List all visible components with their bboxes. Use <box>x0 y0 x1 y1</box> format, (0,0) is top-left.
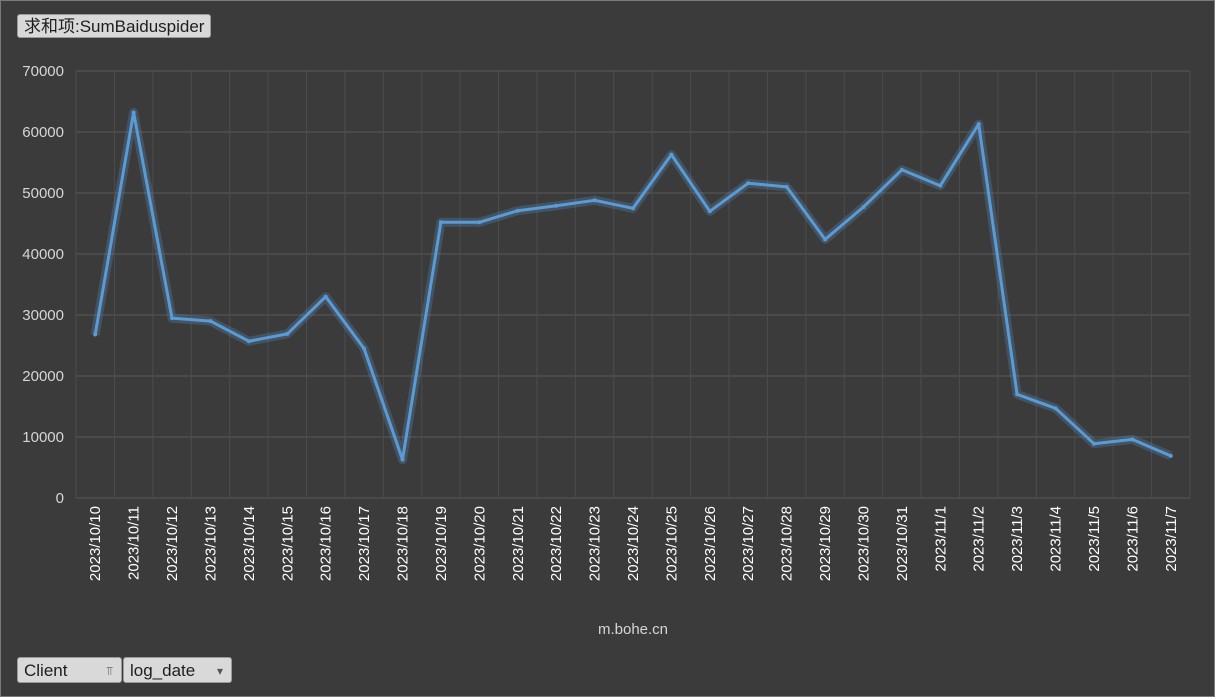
data-point[interactable] <box>208 319 213 324</box>
data-point[interactable] <box>477 220 482 225</box>
x-tick-label: 2023/11/3 <box>1009 506 1026 572</box>
data-point[interactable] <box>707 209 712 214</box>
x-tick-label: 2023/10/12 <box>164 506 181 581</box>
data-point[interactable] <box>170 316 175 321</box>
data-point[interactable] <box>554 203 559 208</box>
y-tick-label: 0 <box>56 490 64 507</box>
data-point[interactable] <box>515 208 520 213</box>
x-tick-label: 2023/11/7 <box>1163 506 1180 572</box>
x-tick-label: 2023/10/14 <box>241 506 258 581</box>
data-point[interactable] <box>362 346 367 351</box>
x-tick-label: 2023/10/30 <box>855 506 872 581</box>
x-tick-label: 2023/10/24 <box>625 506 642 581</box>
data-point[interactable] <box>438 220 443 225</box>
y-tick-label: 10000 <box>22 429 64 446</box>
grid-lines <box>75 70 1191 499</box>
x-axis-ticks: 2023/10/10 2023/10/11 2023/10/12 2023/10/13… <box>87 506 1180 581</box>
data-point[interactable] <box>669 152 674 157</box>
client-filter-label: Client <box>24 661 68 680</box>
x-tick-label: 2023/10/19 <box>433 506 450 581</box>
x-tick-label: 2023/10/29 <box>817 506 834 581</box>
y-tick-label: 30000 <box>22 307 64 324</box>
data-point[interactable] <box>746 181 751 186</box>
series-line-glow <box>90 108 1173 465</box>
data-point[interactable] <box>285 331 290 336</box>
x-tick-label: 2023/10/25 <box>663 506 680 581</box>
x-tick-label: 2023/10/20 <box>471 506 488 581</box>
x-tick-label: 2023/10/26 <box>702 506 719 581</box>
data-point[interactable] <box>938 183 943 188</box>
x-tick-label: 2023/11/4 <box>1048 506 1065 572</box>
data-point[interactable] <box>93 332 98 337</box>
y-tick-label: 70000 <box>22 63 64 80</box>
dropdown-arrow-icon: ▾ <box>216 664 223 678</box>
x-tick-label: 2023/10/15 <box>279 506 296 581</box>
y-axis-ticks: 0 10000 20000 30000 40000 50000 60000 70000 <box>22 63 64 507</box>
x-tick-label: 2023/10/11 <box>126 506 143 580</box>
data-point[interactable] <box>1168 453 1173 458</box>
data-point[interactable] <box>1091 441 1096 446</box>
series-group <box>90 108 1173 465</box>
y-tick-label: 60000 <box>22 124 64 141</box>
y-tick-label: 40000 <box>22 246 64 263</box>
data-point[interactable] <box>1053 406 1058 411</box>
data-point[interactable] <box>899 167 904 172</box>
data-point[interactable] <box>784 184 789 189</box>
log-date-field-label: log_date <box>130 661 196 680</box>
x-tick-label: 2023/10/22 <box>548 506 565 581</box>
x-tick-label: 2023/10/10 <box>87 506 104 581</box>
x-tick-label: 2023/10/16 <box>318 506 335 581</box>
x-tick-label: 2023/10/28 <box>779 506 796 581</box>
y-tick-label: 20000 <box>22 368 64 385</box>
x-tick-label: 2023/11/1 <box>932 506 949 572</box>
data-point[interactable] <box>246 339 251 344</box>
data-point[interactable] <box>1015 392 1020 397</box>
x-tick-label: 2023/11/2 <box>971 506 988 572</box>
x-tick-label: 2023/11/5 <box>1086 506 1103 572</box>
data-point[interactable] <box>323 294 328 299</box>
data-point[interactable] <box>400 457 405 462</box>
x-axis-title: m.bohe.cn <box>598 621 668 638</box>
data-point[interactable] <box>592 198 597 203</box>
data-point[interactable] <box>823 237 828 242</box>
x-tick-label: 2023/10/18 <box>395 506 412 581</box>
series-line <box>93 111 1172 462</box>
value-field-button[interactable]: 求和项:SumBaiduspider <box>17 14 212 38</box>
value-field-label: 求和项:SumBaiduspider <box>24 17 205 36</box>
filter-icon: ⫪ <box>106 664 113 678</box>
data-point[interactable] <box>131 110 136 115</box>
x-tick-label: 2023/10/21 <box>510 506 527 581</box>
x-tick-label: 2023/10/31 <box>894 506 911 581</box>
data-point[interactable] <box>976 122 981 127</box>
data-point[interactable] <box>861 205 866 210</box>
client-filter-button[interactable]: Client ⫪ <box>17 657 122 683</box>
x-tick-label: 2023/10/23 <box>587 506 604 581</box>
y-tick-label: 50000 <box>22 185 64 202</box>
x-tick-label: 2023/10/27 <box>740 506 757 581</box>
x-tick-label: 2023/10/17 <box>356 506 373 581</box>
data-point[interactable] <box>1130 437 1135 442</box>
x-tick-label: 2023/11/6 <box>1124 506 1141 572</box>
log-date-field-button[interactable]: log_date ▾ <box>123 657 232 683</box>
data-point[interactable] <box>631 206 635 211</box>
x-tick-label: 2023/10/13 <box>202 506 219 581</box>
